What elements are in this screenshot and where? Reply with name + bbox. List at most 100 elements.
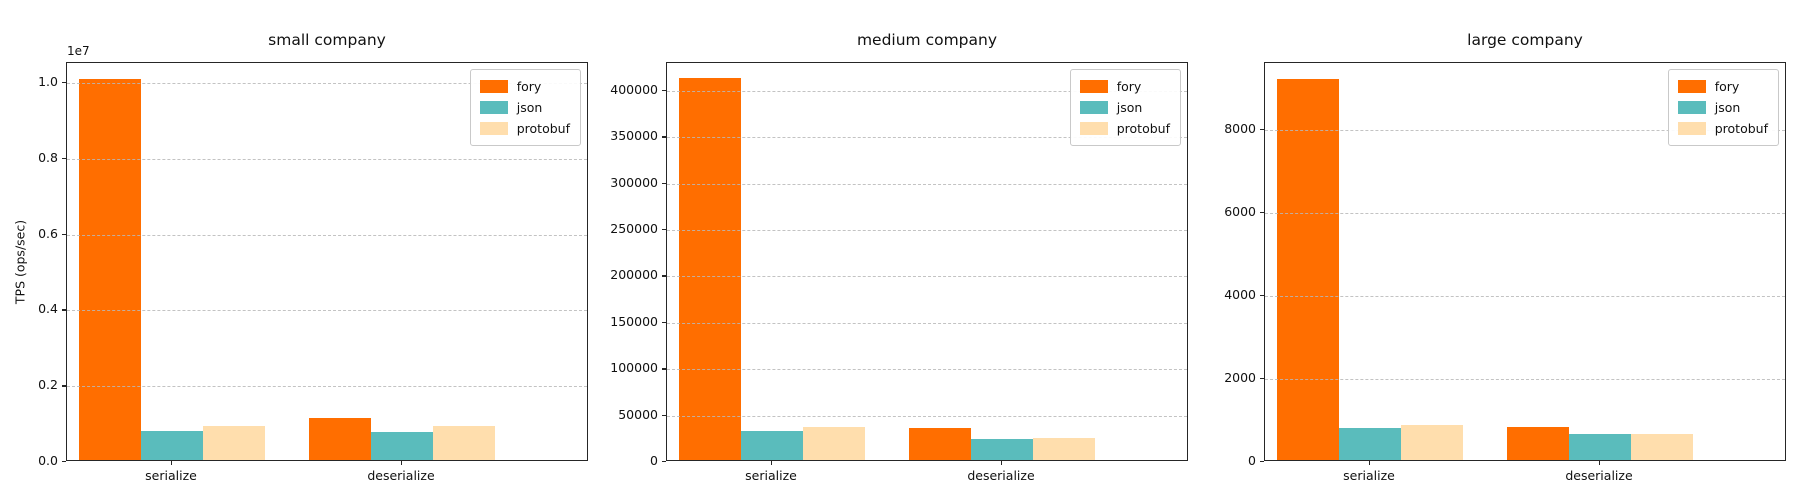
legend: fory json protobuf [469,69,581,146]
bar-protobuf-serialize [1401,425,1463,460]
bar-json-deserialize [371,432,433,460]
gridline [67,386,587,388]
y-tick-label: 0 [650,453,658,468]
legend-item-fory: fory [479,76,570,97]
legend-label: json [1714,100,1741,115]
gridline [1265,379,1785,380]
legend-swatch-fory [479,80,508,93]
bar-protobuf-serialize [203,426,265,460]
y-tick-mark [662,136,666,138]
legend-item-protobuf: protobuf [1079,118,1170,139]
legend-label: json [516,100,543,115]
bar-fory-deserialize [909,428,971,460]
legend-label: protobuf [516,121,570,136]
y-tick-mark [1260,212,1264,214]
gridline [67,234,587,236]
x-tick-mark [400,461,402,465]
y-tick-label: 0.8 [38,149,58,165]
bar-json-serialize [141,431,203,460]
legend-swatch-protobuf [1677,122,1706,135]
legend-item-json: json [1677,97,1768,118]
y-tick-mark [1260,461,1264,463]
gridline [667,276,1187,278]
legend-label: protobuf [1116,121,1170,136]
x-tick-mark [170,461,172,465]
legend-item-protobuf: protobuf [1677,118,1768,139]
x-tick-mark [1368,461,1370,465]
gridline [667,90,1187,92]
y-tick-label: 0.0 [38,453,58,468]
legend-item-json: json [1079,97,1170,118]
legend-swatch-json [479,101,508,114]
legend-label: fory [1714,79,1740,94]
x-tick-mark [770,461,772,465]
bar-protobuf-deserialize [433,426,495,460]
gridline [1265,130,1785,132]
gridline [667,322,1187,324]
bar-fory-serialize [1277,79,1339,460]
panel-medium-company: medium company 0 50000 100000 150000 200000 25… [610,0,1188,500]
gridline [667,230,1187,232]
bar-fory-serialize [79,79,141,460]
y-tick-label: 300000 [610,174,658,190]
y-tick-mark [62,385,66,387]
legend-swatch-json [1677,101,1706,114]
legend: fory json protobuf [1667,69,1779,146]
chart-title: small company [268,31,386,49]
legend-label: fory [1116,79,1142,94]
legend-item-fory: fory [1079,76,1170,97]
y-tick-mark [62,233,66,235]
y-tick-label: 1.0 [38,74,58,90]
legend-label: json [1116,100,1143,115]
y-tick-mark [62,82,66,84]
x-tick-mark [1000,461,1002,465]
legend-item-fory: fory [1677,76,1768,97]
legend-item-json: json [479,97,570,118]
gridline [667,137,1187,139]
y-tick-label: 150000 [610,313,658,329]
x-tick-label: deserialize [967,468,1035,483]
y-tick-label: 50000 [618,406,658,422]
bar-json-serialize [741,431,803,460]
y-tick-mark [662,182,666,184]
y-axis-offset-label: 1e7 [67,44,90,58]
legend: fory json protobuf [1069,69,1181,146]
gridline [67,310,587,312]
bar-fory-deserialize [1507,427,1569,460]
bar-json-serialize [1339,428,1401,460]
bar-json-deserialize [1569,434,1631,460]
y-tick-mark [662,229,666,231]
x-tick-label: serialize [745,468,797,483]
y-tick-mark [1260,295,1264,297]
panel-large-company: large company 0 2000 4000 6000 8000 serialize d… [1224,0,1786,500]
chart-title: medium company [856,31,998,49]
y-tick-mark [1260,378,1264,380]
legend-label: fory [516,79,542,94]
legend-swatch-fory [1079,80,1108,93]
y-tick-mark [1260,129,1264,131]
y-tick-label: 8000 [1224,121,1256,137]
bar-protobuf-deserialize [1631,434,1693,460]
gridline [1265,213,1785,214]
legend-item-protobuf: protobuf [479,118,570,139]
gridline [667,183,1187,185]
bar-fory-deserialize [309,418,371,460]
bar-protobuf-deserialize [1033,438,1095,460]
y-tick-label: 4000 [1224,287,1256,302]
legend-label: protobuf [1714,121,1768,136]
gridline [667,369,1187,371]
y-tick-mark [62,461,66,463]
legend-swatch-json [1079,101,1108,114]
gridline [67,83,587,85]
y-tick-mark [662,461,666,463]
y-tick-label: 0 [1248,453,1256,468]
y-tick-mark [662,321,666,324]
x-tick-label: deserialize [1565,468,1633,483]
y-tick-mark [662,275,666,277]
y-tick-label: 0.2 [38,377,58,393]
panel-small-company: small company 1e7 TPS (ops/sec) 0.0 0.2 0.4 0.… [13,0,588,500]
y-tick-label: 0.6 [38,225,58,241]
y-tick-label: 200000 [610,267,658,283]
y-tick-label: 0.4 [38,301,58,317]
